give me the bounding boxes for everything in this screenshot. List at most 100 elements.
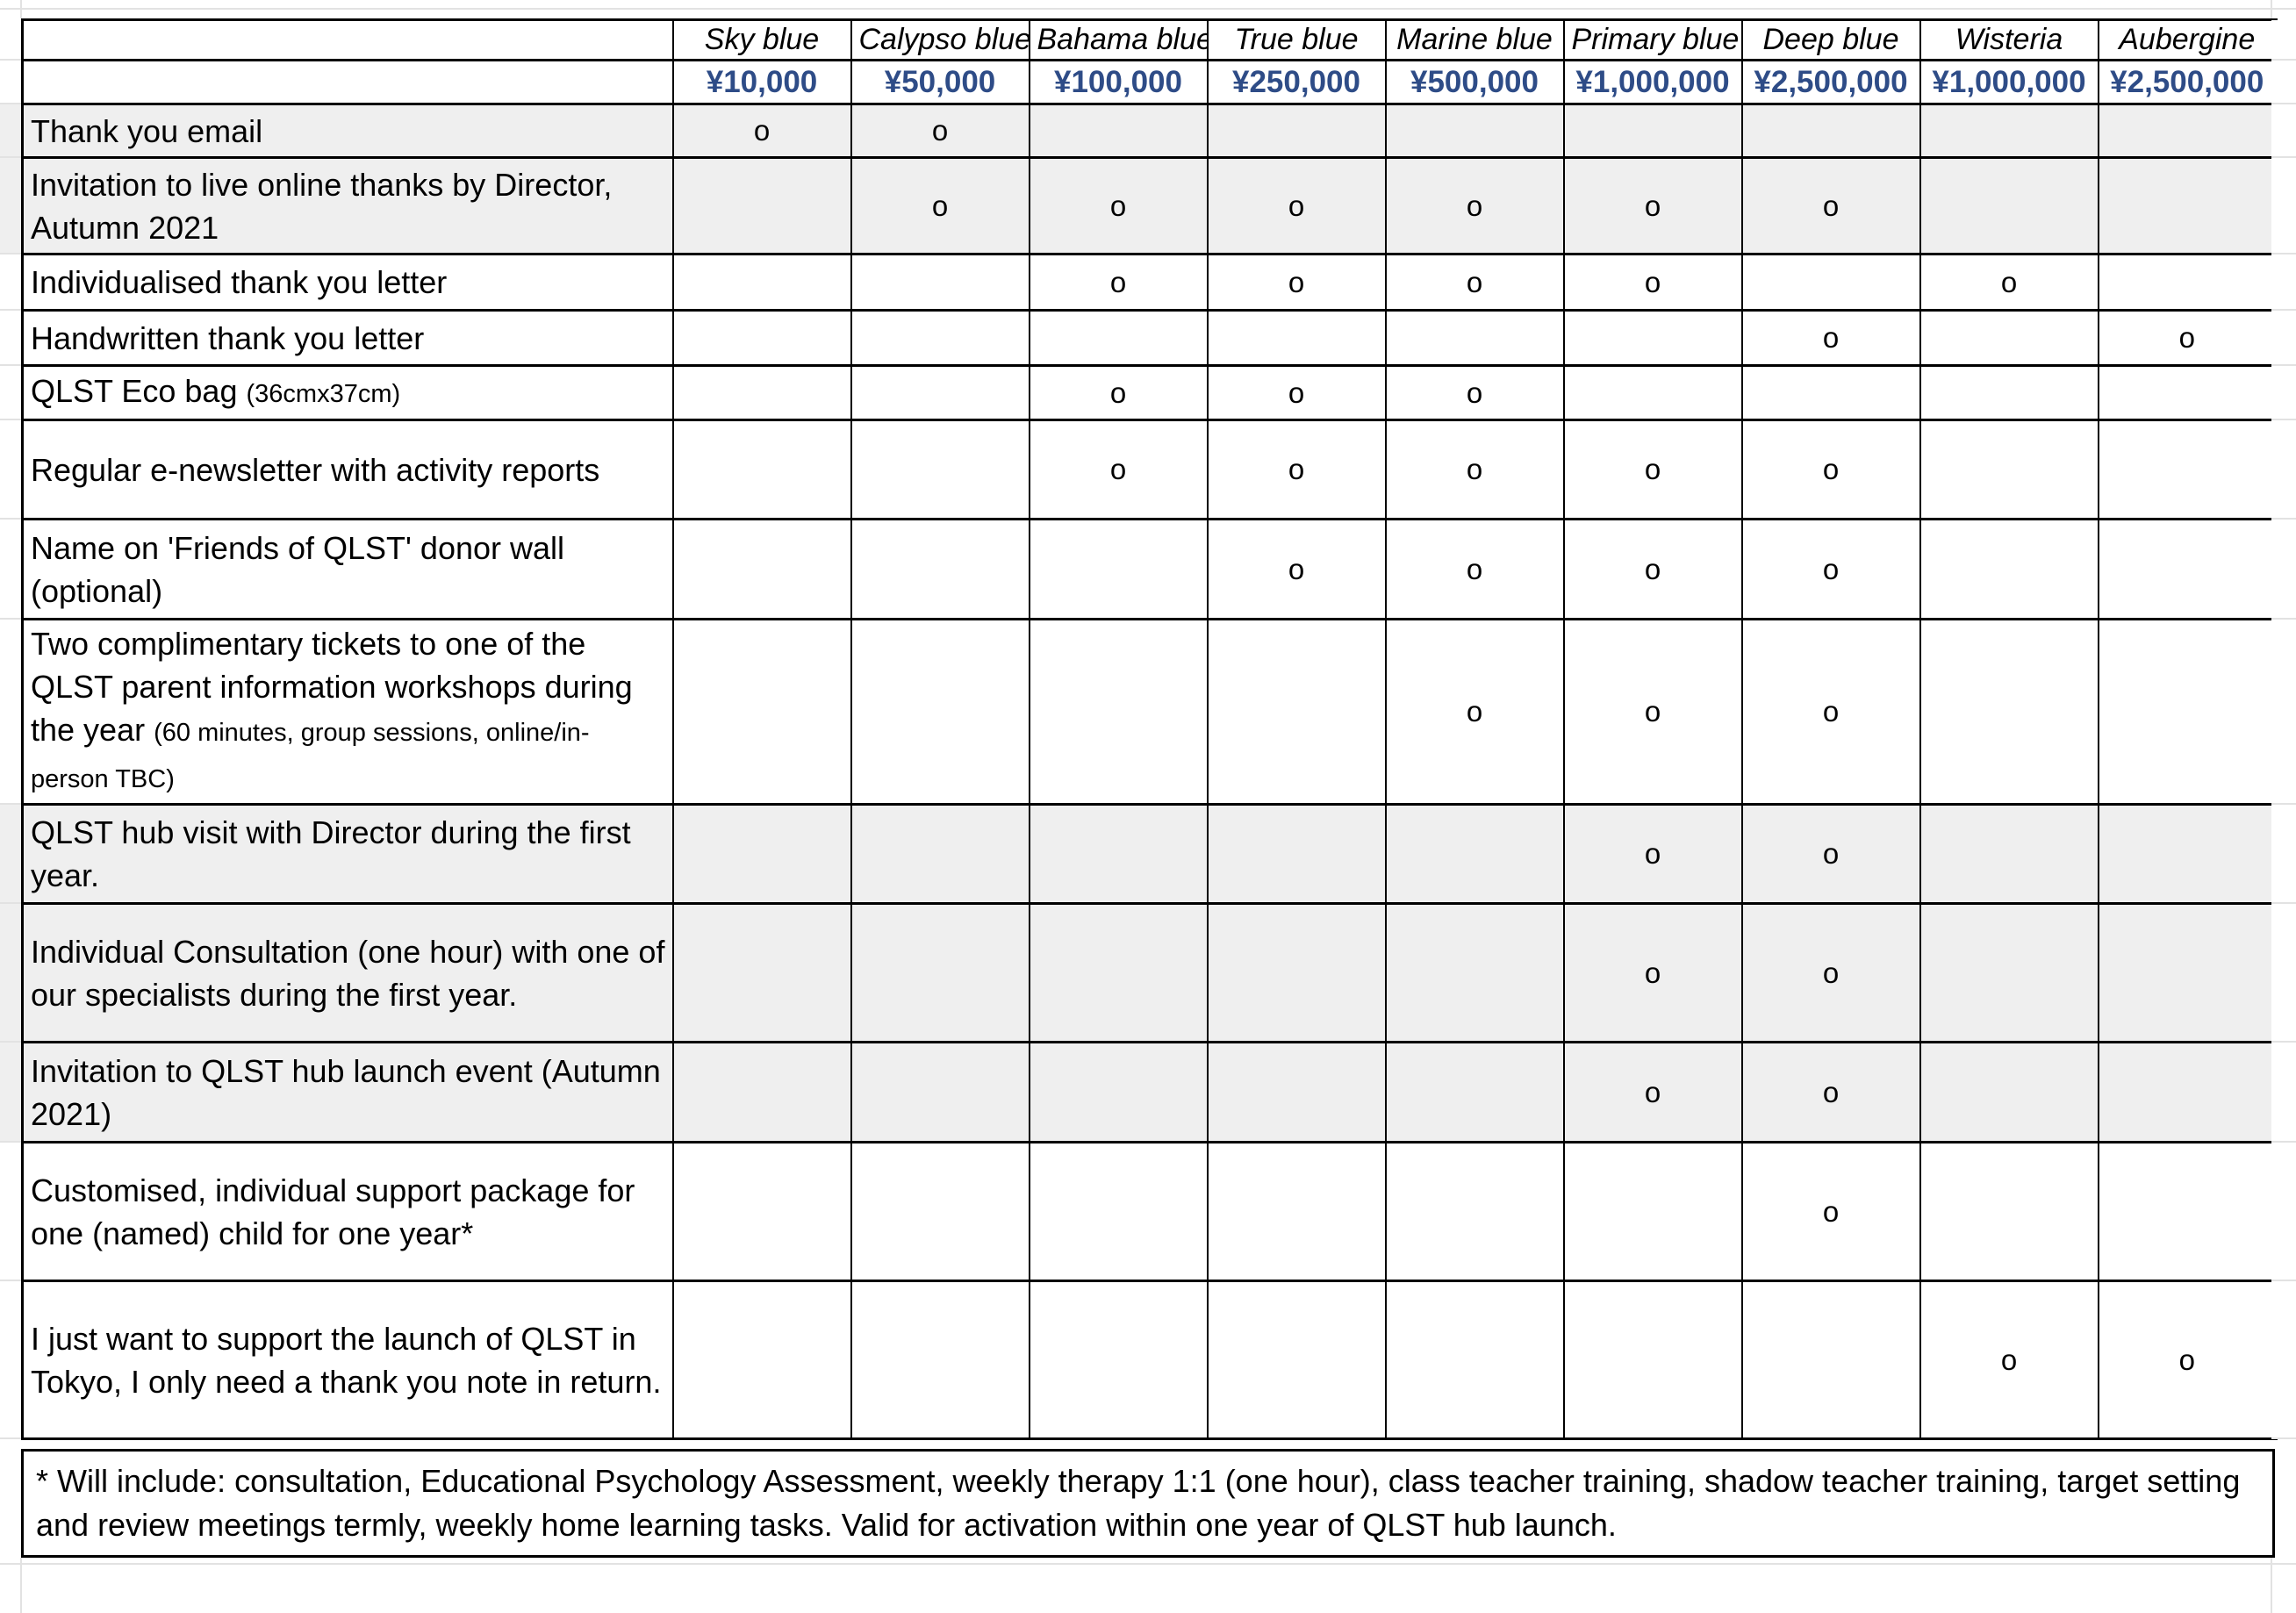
empty-mark-cell: [850, 518, 1030, 620]
benefit-mark-cell: o: [1740, 1141, 1921, 1282]
benefit-label-cell: QLST hub visit with Director during the …: [21, 803, 674, 905]
benefit-mark-cell: o: [1206, 253, 1387, 312]
tier-amount-cell: ¥50,000: [850, 59, 1030, 105]
sheet-margin-strip: [0, 158, 21, 254]
benefit-label-cell: Invitation to live online thanks by Dire…: [21, 156, 674, 255]
benefit-mark-cell: o: [1562, 156, 1743, 255]
sheet-margin-strip: [2271, 1281, 2296, 1439]
benefit-row: QLST Eco bag (36cmx37cm) o o o: [21, 364, 2278, 421]
benefit-mark-cell: o: [2097, 309, 2278, 367]
sheet-margin-strip: [0, 1281, 21, 1439]
sheet-margin-strip: [0, 620, 21, 805]
empty-mark-cell: [850, 419, 1030, 520]
empty-mark-cell: [671, 364, 852, 421]
empty-mark-cell: [1206, 803, 1387, 905]
tier-amount-cell: ¥250,000: [1206, 59, 1387, 105]
sheet-margin-strip: [2271, 620, 2296, 805]
sheet-margin-strip: [0, 20, 21, 61]
sheet-margin-strip: [0, 366, 21, 420]
sheet-margin-strip: [2271, 1043, 2296, 1143]
empty-mark-cell: [1919, 518, 2099, 620]
benefit-mark-cell: o: [1562, 902, 1743, 1043]
empty-mark-cell: [1028, 803, 1209, 905]
footnote-box: * Will include: consultation, Educationa…: [21, 1449, 2275, 1558]
tier-name-cell: Bahama blue: [1028, 18, 1209, 61]
empty-mark-cell: [850, 1141, 1030, 1282]
sheet-gridline-vertical: [2271, 1558, 2272, 1613]
benefit-mark-cell: o: [1384, 156, 1565, 255]
benefit-row: Two complimentary tickets to one of the …: [21, 618, 2278, 806]
tier-amount-cell: ¥100,000: [1028, 59, 1209, 105]
benefit-label-cell: Name on 'Friends of QLST' donor wall (op…: [21, 518, 674, 620]
benefit-row: Invitation to QLST hub launch event (Aut…: [21, 1041, 2278, 1143]
sheet-margin-strip: [2271, 904, 2296, 1043]
empty-mark-cell: [1919, 309, 2099, 367]
empty-mark-cell: [1919, 419, 2099, 520]
empty-mark-cell: [1384, 1041, 1565, 1143]
tier-name-cell: Aubergine: [2097, 18, 2278, 61]
benefit-label-small-text: (36cmx37cm): [246, 380, 401, 408]
empty-mark-cell: [1919, 103, 2099, 159]
empty-mark-cell: [850, 364, 1030, 421]
empty-mark-cell: [1206, 103, 1387, 159]
empty-mark-cell: [1562, 364, 1743, 421]
benefit-row: I just want to support the launch of QLS…: [21, 1280, 2278, 1440]
empty-mark-cell: [2097, 1041, 2278, 1143]
tier-name-cell: Deep blue: [1740, 18, 1921, 61]
empty-mark-cell: [1562, 1280, 1743, 1440]
sheet-margin-strip: [0, 104, 21, 158]
empty-mark-cell: [1028, 103, 1209, 159]
benefit-mark-cell: o: [1384, 618, 1565, 806]
benefit-row: Regular e-newsletter with activity repor…: [21, 419, 2278, 520]
empty-mark-cell: [1919, 803, 2099, 905]
sheet-margin-strip: [2271, 104, 2296, 158]
empty-mark-cell: [1562, 309, 1743, 367]
benefit-mark-cell: o: [1562, 419, 1743, 520]
sheet-gridline-vertical: [20, 1558, 22, 1613]
empty-mark-cell: [1740, 1280, 1921, 1440]
empty-mark-cell: [1740, 364, 1921, 421]
empty-mark-cell: [1919, 364, 2099, 421]
benefit-label-cell: Invitation to QLST hub launch event (Aut…: [21, 1041, 674, 1143]
empty-mark-cell: [671, 1041, 852, 1143]
benefit-mark-cell: o: [1206, 156, 1387, 255]
benefit-mark-cell: o: [1206, 419, 1387, 520]
empty-mark-cell: [1740, 253, 1921, 312]
empty-mark-cell: [2097, 156, 2278, 255]
tier-amount-cell: ¥10,000: [671, 59, 852, 105]
empty-mark-cell: [1919, 156, 2099, 255]
benefit-mark-cell: o: [1919, 1280, 2099, 1440]
empty-mark-cell: [1206, 309, 1387, 367]
benefit-mark-cell: o: [850, 156, 1030, 255]
empty-mark-cell: [1562, 103, 1743, 159]
benefit-mark-cell: o: [1740, 419, 1921, 520]
footnote-text: * Will include: consultation, Educationa…: [36, 1463, 2241, 1543]
sheet-margin-strip: [0, 254, 21, 311]
sheet-gridline-top: [0, 8, 2296, 10]
empty-mark-cell: [850, 253, 1030, 312]
sheet-gridline-vertical: [20, 0, 22, 18]
benefit-label-cell: Handwritten thank you letter: [21, 309, 674, 367]
benefit-mark-cell: o: [1384, 364, 1565, 421]
benefit-label-cell: Regular e-newsletter with activity repor…: [21, 419, 674, 520]
sheet-margin-strip: [2271, 158, 2296, 254]
empty-mark-cell: [671, 518, 852, 620]
benefit-mark-cell: o: [1740, 1041, 1921, 1143]
benefit-label-small-text: (60 minutes, group sessions, online/in-p…: [31, 719, 590, 793]
empty-mark-cell: [2097, 364, 2278, 421]
tier-amount-cell: ¥1,000,000: [1562, 59, 1743, 105]
empty-mark-cell: [1384, 803, 1565, 905]
sheet-margin-strip: [2271, 1143, 2296, 1281]
corner-cell: [21, 59, 674, 105]
empty-mark-cell: [1919, 902, 2099, 1043]
sheet-margin-strip: [0, 311, 21, 366]
benefit-mark-cell: o: [1562, 1041, 1743, 1143]
empty-mark-cell: [1028, 618, 1209, 806]
tier-name-cell: Marine blue: [1384, 18, 1565, 61]
empty-mark-cell: [1028, 518, 1209, 620]
empty-mark-cell: [1206, 1041, 1387, 1143]
empty-mark-cell: [2097, 1141, 2278, 1282]
benefit-mark-cell: o: [1562, 618, 1743, 806]
empty-mark-cell: [850, 309, 1030, 367]
tier-amount-cell: ¥500,000: [1384, 59, 1565, 105]
